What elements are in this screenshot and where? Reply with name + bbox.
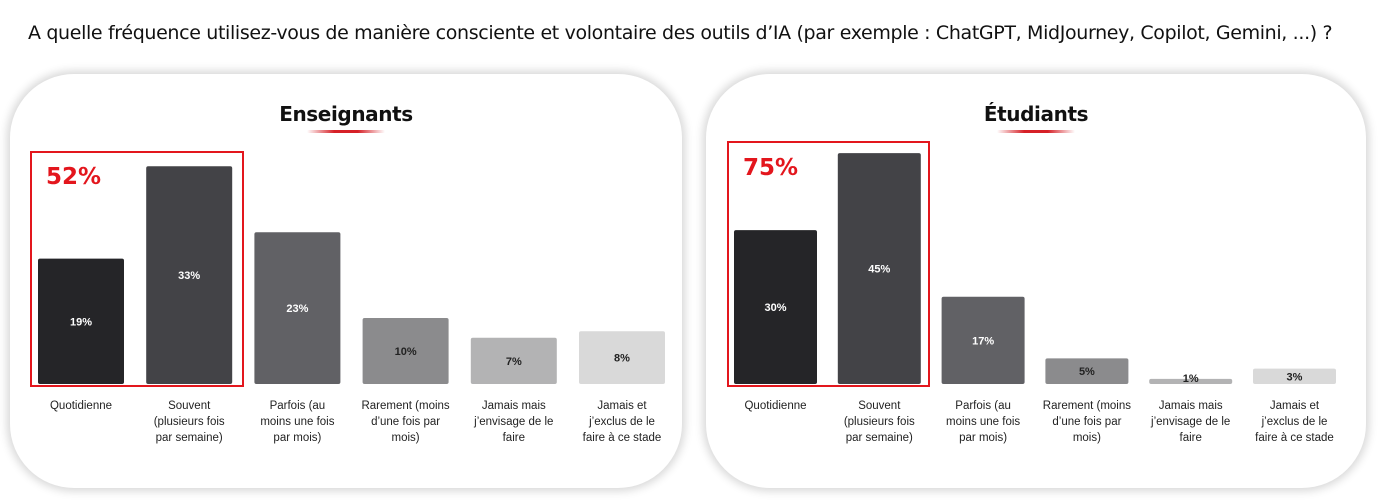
category-label: Parfois (au moins une fois par mois)	[260, 400, 334, 444]
highlight-total-label: 52%	[46, 164, 102, 190]
etudiants-bar-chart: 30% Quotidienne 45% Souvent (plusieurs fois p…	[734, 153, 1336, 444]
category-label: Jamais mais j’envisage de le faire	[1150, 400, 1230, 444]
bar-value-label: 33%	[178, 270, 200, 282]
bar-1	[837, 153, 921, 384]
bar-5	[579, 331, 665, 384]
category-label: Souvent (plusieurs fois par semaine)	[844, 400, 915, 444]
bar-2	[941, 296, 1025, 384]
bar-value-label: 23%	[286, 303, 308, 315]
bar-value-label: 5%	[1079, 366, 1095, 378]
enseignants-chart-panel: Enseignants 52% 19% Quotidienne 33% Souvent…	[10, 74, 682, 488]
bar-4	[470, 337, 557, 384]
bar-0	[38, 258, 124, 384]
enseignants-bar-chart: 19% Quotidienne 33% Souvent (plusieurs fois p…	[38, 166, 665, 444]
bar-3	[362, 318, 449, 384]
highlight-total-label: 75%	[743, 155, 799, 181]
category-label: Quotidienne	[50, 400, 112, 412]
chart-title: Étudiants	[983, 102, 1089, 126]
etudiants-chart-panel: Étudiants 75% 30% Quotidienne 45% Souvent (p…	[706, 74, 1366, 488]
category-label: Souvent (plusieurs fois par semaine)	[154, 400, 225, 444]
category-label: Rarement (moins d’une fois par mois)	[1043, 400, 1131, 444]
bar-0	[734, 230, 817, 384]
highlight-box	[727, 141, 930, 387]
bar-5	[1253, 368, 1336, 384]
bar-2	[254, 232, 341, 384]
bar-value-label: 30%	[764, 302, 786, 314]
title-underline	[307, 130, 385, 133]
category-label: Quotidienne	[744, 400, 806, 412]
category-label: Rarement (moins d’une fois par mois)	[361, 400, 449, 444]
bar-value-label: 7%	[506, 356, 522, 368]
bar-3	[1045, 358, 1129, 384]
title-underline	[997, 130, 1075, 133]
bar-value-label: 45%	[868, 264, 890, 276]
bar-value-label: 17%	[972, 335, 994, 347]
highlight-box	[30, 151, 244, 387]
bar-value-label: 19%	[70, 316, 92, 328]
category-label: Jamais et j’exclus de le faire à ce stade	[1255, 400, 1334, 444]
category-label: Jamais et j’exclus de le faire à ce stade	[583, 400, 662, 444]
category-label: Parfois (au moins une fois par mois)	[946, 400, 1020, 444]
survey-question: A quelle fréquence utilisez-vous de mani…	[28, 22, 1333, 44]
bar-value-label: 3%	[1287, 371, 1303, 383]
bar-value-label: 1%	[1183, 373, 1199, 385]
category-label: Jamais mais j’envisage de le faire	[473, 400, 553, 444]
bar-value-label: 10%	[395, 346, 417, 358]
bar-4	[1149, 378, 1233, 384]
bar-value-label: 8%	[614, 353, 630, 365]
chart-title: Enseignants	[279, 102, 413, 126]
bar-1	[146, 166, 233, 384]
